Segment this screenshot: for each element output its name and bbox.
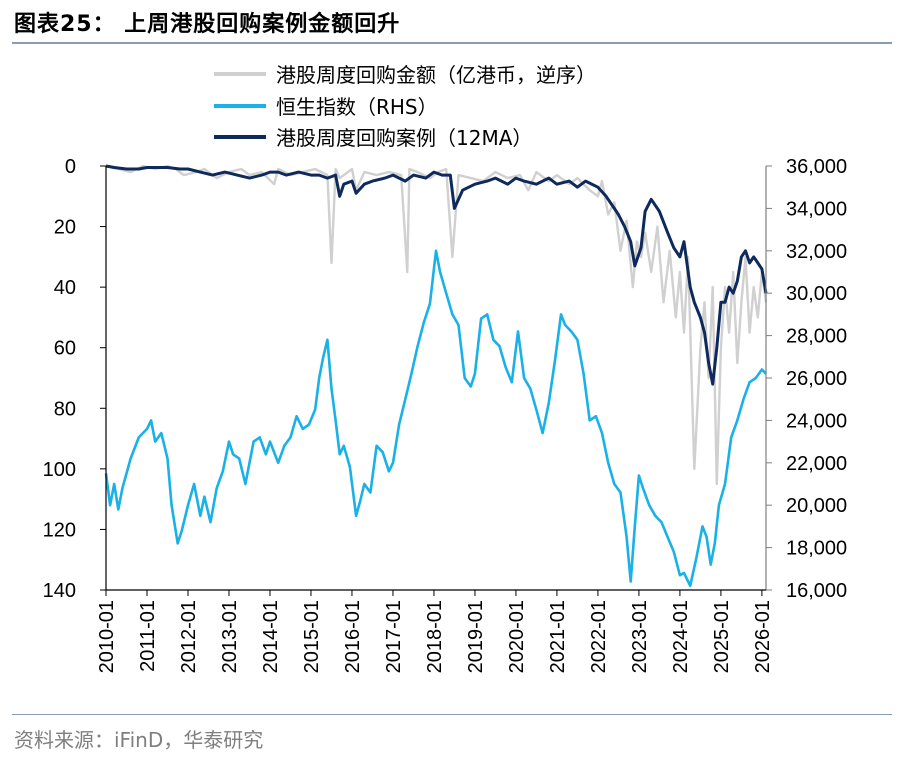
ticks-layer: 0 20 40 60 80 100 120 140 36,000 34,000 32,000 30,0… [43, 156, 848, 673]
right-tick-label: 30,000 [786, 283, 847, 305]
legend-label-buyback-amount: 港股周度回购金额（亿港币，逆序） [276, 63, 596, 87]
figure-title: 图表25： 上周港股回购案例金额回升 [14, 12, 401, 37]
source-divider [12, 714, 892, 715]
left-tick-label: 140 [43, 580, 76, 602]
hsi-line [104, 249, 767, 588]
title-divider [12, 42, 892, 44]
left-tick-label: 120 [43, 519, 76, 541]
source-note: 资料来源：iFinD，华泰研究 [14, 728, 264, 752]
right-tick-label: 16,000 [786, 580, 847, 602]
x-tick-label: 2013-01 [219, 600, 241, 673]
right-tick-label: 24,000 [786, 410, 847, 432]
x-tick-label: 2011-01 [137, 600, 159, 672]
x-tick-label: 2020-01 [506, 600, 528, 673]
left-tick-label: 80 [54, 398, 76, 420]
left-tick-label: 60 [54, 338, 76, 360]
right-tick-label: 18,000 [786, 538, 847, 560]
x-tick-label: 2015-01 [301, 600, 323, 673]
x-tick-label: 2012-01 [178, 600, 200, 673]
chart: 港股周度回购金额（亿港币，逆序） 恒生指数（RHS） 港股周度回购案例（12MA… [43, 63, 848, 673]
x-tick-label: 2016-01 [342, 600, 364, 673]
x-tick-label: 2024-01 [670, 600, 692, 673]
x-tick-label: 2022-01 [588, 600, 610, 673]
x-tick-label: 2018-01 [424, 600, 446, 673]
x-tick-label: 2014-01 [260, 600, 282, 673]
right-tick-label: 32,000 [786, 241, 847, 263]
right-tick-label: 28,000 [786, 326, 847, 348]
x-tick-label: 2010-01 [96, 600, 118, 673]
legend-label-hsi: 恒生指数（RHS） [276, 95, 438, 119]
left-tick-label: 100 [43, 459, 76, 481]
x-tick-label: 2019-01 [465, 600, 487, 673]
left-tick-label: 20 [54, 217, 76, 239]
legend-label-buyback-cases: 港股周度回购案例（12MA） [276, 126, 532, 150]
x-tick-label: 2026-01 [752, 600, 774, 673]
right-tick-label: 36,000 [786, 156, 847, 178]
x-tick-label: 2023-01 [629, 600, 651, 673]
buyback-amount-line [105, 164, 768, 486]
left-tick-label: 0 [65, 156, 76, 178]
buyback-cases-line [105, 164, 768, 386]
x-tick-label: 2017-01 [383, 600, 405, 673]
left-tick-label: 40 [54, 277, 76, 299]
x-tick-label: 2021-01 [547, 600, 569, 673]
x-tick-label: 2025-01 [711, 600, 733, 673]
right-tick-label: 26,000 [786, 368, 847, 390]
right-tick-label: 34,000 [786, 198, 847, 220]
legend: 港股周度回购金额（亿港币，逆序） 恒生指数（RHS） 港股周度回购案例（12MA… [214, 63, 596, 150]
right-tick-label: 22,000 [786, 453, 847, 475]
series-layer [104, 164, 768, 588]
right-tick-label: 20,000 [786, 495, 847, 517]
